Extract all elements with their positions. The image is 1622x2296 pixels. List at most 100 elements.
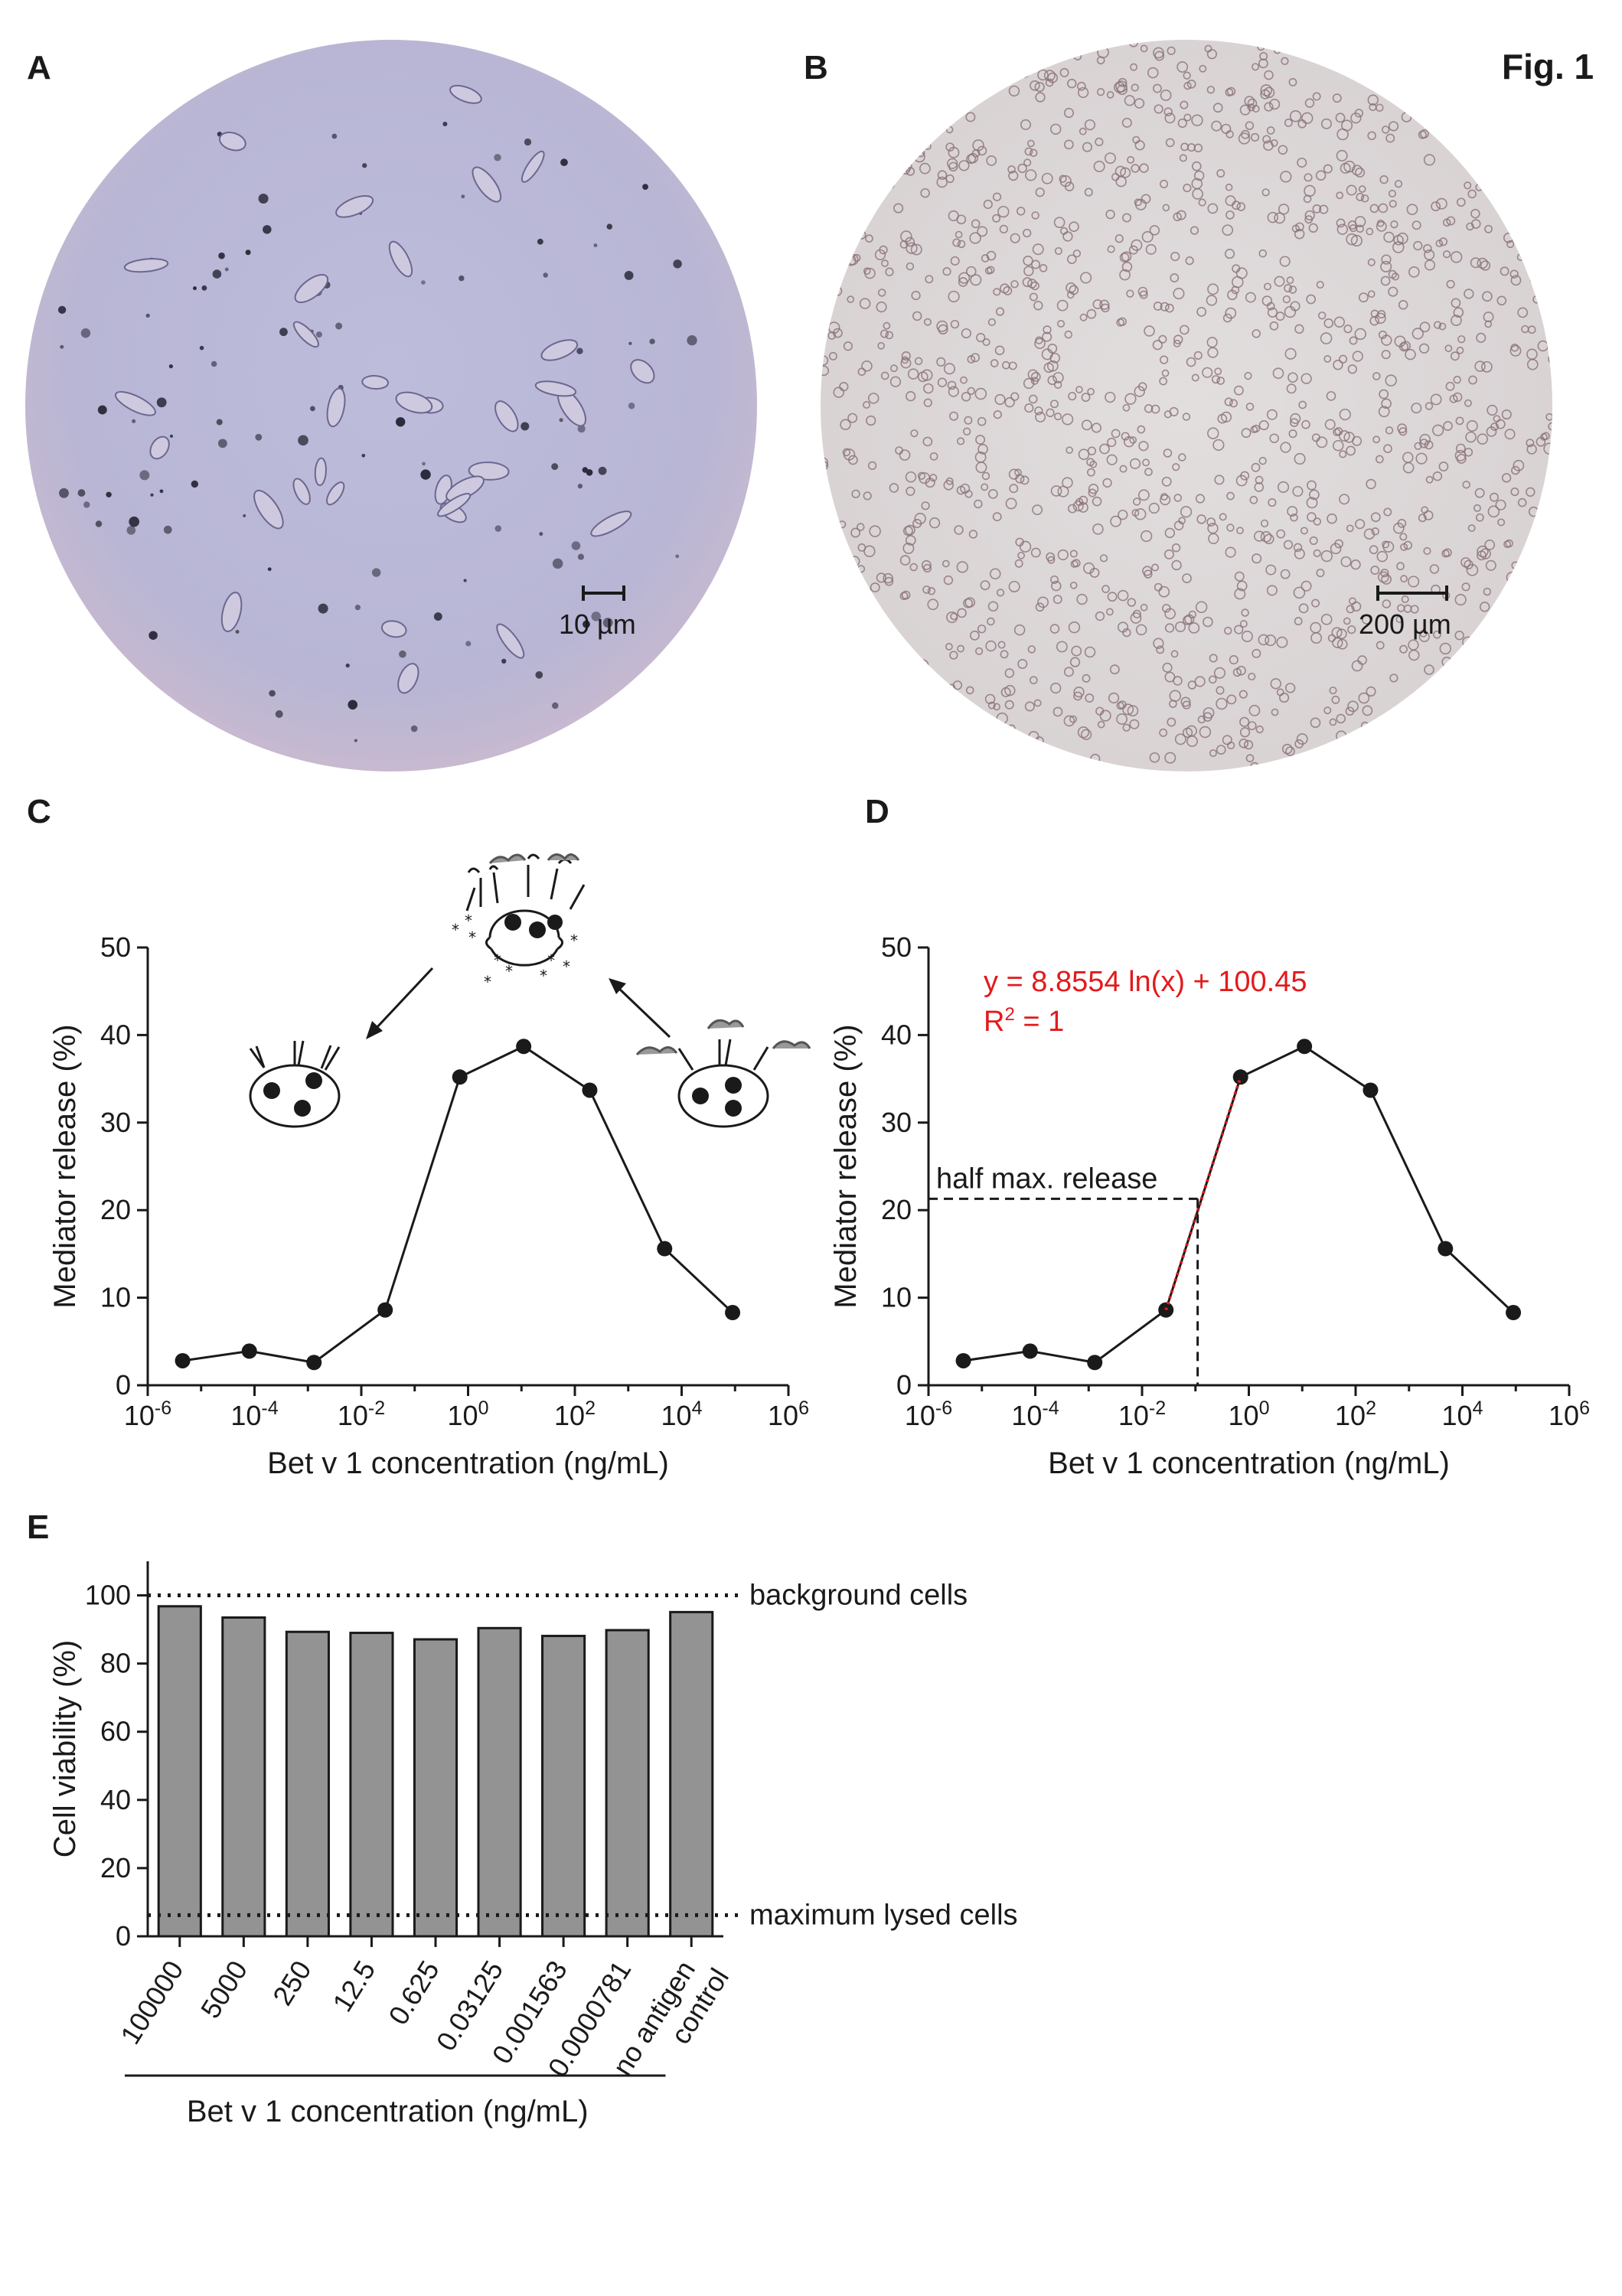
cell xyxy=(1000,687,1011,697)
cell xyxy=(1023,256,1033,266)
cell xyxy=(1252,105,1260,113)
debris-speck xyxy=(577,553,585,560)
cell xyxy=(1124,393,1137,405)
cell xyxy=(1521,671,1532,682)
cell xyxy=(1375,312,1386,325)
cell xyxy=(1173,339,1181,347)
cell xyxy=(1423,63,1434,74)
cell xyxy=(1063,107,1075,119)
cell xyxy=(1193,170,1205,181)
data-point xyxy=(1363,1082,1379,1098)
cell xyxy=(1280,171,1292,183)
cell xyxy=(1549,554,1552,564)
debris-speck xyxy=(543,272,548,278)
cell xyxy=(850,527,861,538)
debris-speck xyxy=(354,605,361,611)
cell xyxy=(913,731,925,743)
cell xyxy=(1294,228,1305,240)
cell xyxy=(1529,665,1538,675)
cell xyxy=(1075,759,1087,771)
cell xyxy=(1526,444,1537,455)
cell xyxy=(590,510,632,537)
cell xyxy=(955,230,963,239)
cell xyxy=(1336,638,1348,650)
cell xyxy=(1327,513,1337,524)
cell xyxy=(1121,117,1132,128)
cell xyxy=(1521,325,1529,334)
cell xyxy=(978,757,988,767)
x-tick-label: 100 xyxy=(448,1397,489,1431)
cell xyxy=(1165,138,1175,148)
cell xyxy=(1225,195,1236,207)
cell xyxy=(1061,413,1074,426)
cell xyxy=(1067,78,1077,89)
cell xyxy=(1267,307,1278,318)
cell xyxy=(910,136,920,146)
cell xyxy=(1198,198,1206,207)
cell xyxy=(821,220,831,231)
cell xyxy=(1260,84,1273,96)
cell xyxy=(1441,40,1453,46)
cell xyxy=(834,758,846,771)
cell xyxy=(995,307,1005,316)
cell xyxy=(1381,765,1391,771)
cell xyxy=(1234,625,1244,634)
cell xyxy=(1470,219,1481,229)
debris-speck xyxy=(421,280,426,285)
cell xyxy=(1019,540,1032,553)
cell xyxy=(1269,321,1279,331)
cell xyxy=(1456,197,1466,207)
svg-text:*: * xyxy=(494,951,501,970)
cell xyxy=(1030,547,1041,558)
cell xyxy=(1391,272,1400,281)
cell xyxy=(1178,517,1186,525)
cell xyxy=(1548,566,1552,575)
cell xyxy=(1511,465,1520,475)
cell xyxy=(859,298,871,309)
cell xyxy=(1171,559,1182,571)
cell xyxy=(873,703,886,715)
cell xyxy=(1352,435,1363,446)
cell xyxy=(1248,672,1256,681)
cell xyxy=(860,57,869,66)
cell xyxy=(1245,403,1255,411)
debris-speck xyxy=(583,620,590,628)
cell xyxy=(1293,586,1306,599)
cell xyxy=(1028,394,1038,404)
cell xyxy=(1511,683,1521,693)
cell xyxy=(1192,188,1203,200)
cell xyxy=(928,677,937,687)
cell xyxy=(1096,56,1105,65)
debris-speck xyxy=(521,422,530,431)
cell xyxy=(821,166,826,178)
cell xyxy=(1286,276,1294,285)
cell xyxy=(1310,632,1323,644)
cell xyxy=(877,289,886,297)
cell xyxy=(1033,699,1042,707)
cell xyxy=(1209,654,1218,663)
cell xyxy=(1057,319,1066,328)
cell xyxy=(1163,549,1174,559)
cell xyxy=(1400,575,1408,583)
debris-speck xyxy=(83,501,90,508)
cell xyxy=(1268,498,1277,507)
cell xyxy=(1371,527,1379,536)
cell xyxy=(1223,626,1232,635)
cell xyxy=(1333,360,1343,370)
background-reference-label: background cells xyxy=(749,1580,968,1612)
cell xyxy=(1207,347,1219,358)
cell xyxy=(1134,98,1145,109)
cell xyxy=(1403,540,1413,550)
cell xyxy=(994,393,1006,406)
cell-schematics: * ** *** * *** xyxy=(249,853,811,1128)
cell xyxy=(902,542,915,554)
cell xyxy=(1161,369,1170,377)
cell xyxy=(1510,488,1519,497)
cell xyxy=(906,391,916,402)
cell xyxy=(1379,175,1389,184)
x-tick-label: 10-6 xyxy=(905,1397,952,1431)
cell xyxy=(906,486,915,496)
cell xyxy=(1277,481,1290,494)
cell xyxy=(1389,200,1397,208)
cell xyxy=(960,483,971,494)
